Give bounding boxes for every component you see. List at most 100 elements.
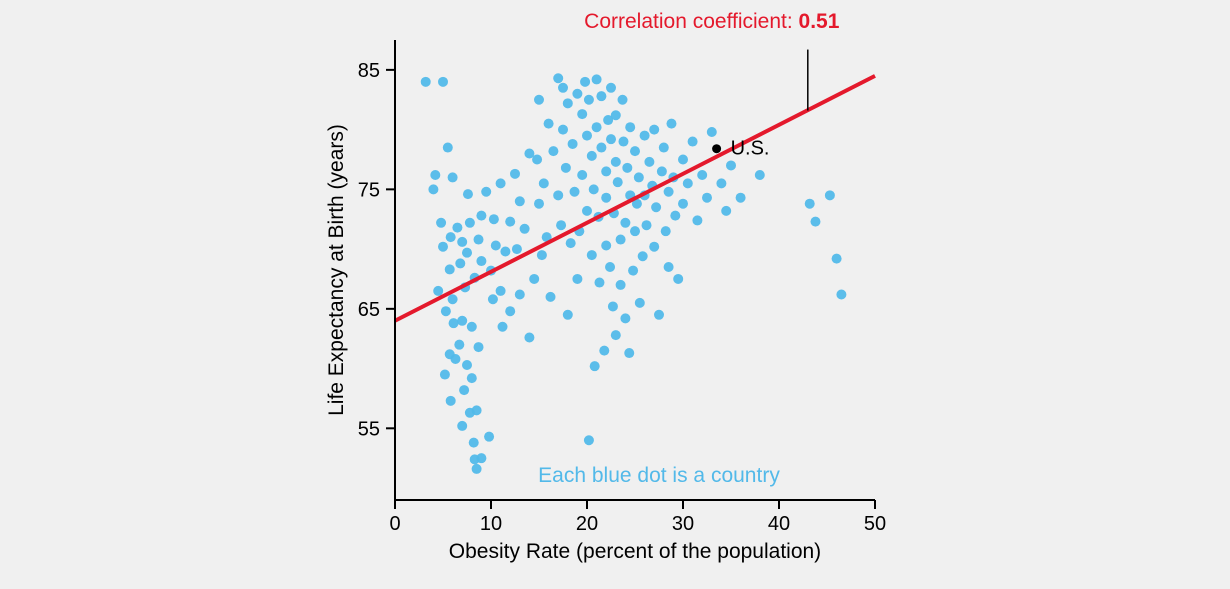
- data-point: [630, 226, 640, 236]
- data-point: [644, 157, 654, 167]
- data-point: [548, 146, 558, 156]
- data-point: [462, 360, 472, 370]
- data-point: [476, 256, 486, 266]
- data-point: [635, 298, 645, 308]
- data-point: [697, 170, 707, 180]
- data-point: [616, 280, 626, 290]
- data-point: [572, 274, 582, 284]
- data-point: [584, 95, 594, 105]
- data-point: [661, 226, 671, 236]
- data-point: [606, 134, 616, 144]
- data-point: [498, 322, 508, 332]
- x-tick-label: 50: [864, 513, 886, 535]
- data-point: [452, 223, 462, 233]
- chart-svg: U.S.0102030405055657585Obesity Rate (per…: [0, 0, 1230, 589]
- data-point: [688, 137, 698, 147]
- data-point: [620, 218, 630, 228]
- data-point: [505, 217, 515, 227]
- data-point: [467, 373, 477, 383]
- data-point: [664, 187, 674, 197]
- data-point: [474, 342, 484, 352]
- data-point: [481, 187, 491, 197]
- data-point: [572, 89, 582, 99]
- x-tick-label: 10: [480, 513, 502, 535]
- data-point: [622, 163, 632, 173]
- data-point: [613, 177, 623, 187]
- data-point: [505, 306, 515, 316]
- data-point: [596, 91, 606, 101]
- data-point: [566, 238, 576, 248]
- data-point: [546, 292, 556, 302]
- data-point: [428, 184, 438, 194]
- data-point: [805, 199, 815, 209]
- data-point: [659, 143, 669, 153]
- data-point: [568, 139, 578, 149]
- data-point: [587, 151, 597, 161]
- data-point: [678, 199, 688, 209]
- data-point: [651, 202, 661, 212]
- data-point: [561, 163, 571, 173]
- data-point: [472, 405, 482, 415]
- data-point: [618, 137, 628, 147]
- data-point: [590, 361, 600, 371]
- y-axis-title: Life Expectancy at Birth (years): [325, 124, 348, 416]
- data-point: [457, 237, 467, 247]
- data-point: [599, 346, 609, 356]
- data-point: [810, 217, 820, 227]
- data-point: [553, 73, 563, 83]
- data-point: [443, 143, 453, 153]
- x-axis-title: Obesity Rate (percent of the population): [449, 540, 821, 563]
- data-point: [563, 98, 573, 108]
- data-point: [608, 301, 618, 311]
- data-point: [457, 421, 467, 431]
- data-point: [716, 178, 726, 188]
- data-point: [577, 109, 587, 119]
- data-point: [489, 214, 499, 224]
- data-point: [726, 160, 736, 170]
- data-point: [515, 196, 525, 206]
- data-point: [436, 218, 446, 228]
- data-point: [488, 294, 498, 304]
- data-point: [606, 83, 616, 93]
- data-point: [512, 244, 522, 254]
- data-point: [445, 264, 455, 274]
- data-point: [582, 131, 592, 141]
- y-tick-label: 55: [358, 418, 380, 440]
- data-point: [544, 119, 554, 129]
- data-point: [601, 166, 611, 176]
- data-point: [683, 178, 693, 188]
- data-point: [524, 333, 534, 343]
- data-point: [832, 254, 842, 264]
- data-point: [611, 110, 621, 120]
- data-point: [465, 218, 475, 228]
- data-point: [463, 189, 473, 199]
- data-point: [577, 170, 587, 180]
- data-point: [484, 432, 494, 442]
- data-point: [529, 274, 539, 284]
- data-point: [702, 193, 712, 203]
- data-point: [558, 125, 568, 135]
- data-point: [455, 258, 465, 268]
- data-point: [654, 310, 664, 320]
- data-point: [657, 166, 667, 176]
- data-point: [692, 215, 702, 225]
- highlight-label-us: U.S.: [731, 138, 770, 160]
- data-point: [582, 206, 592, 216]
- data-point: [510, 169, 520, 179]
- data-point: [570, 187, 580, 197]
- data-point: [491, 241, 501, 251]
- data-point: [556, 220, 566, 230]
- data-point: [605, 262, 615, 272]
- legend-note: Each blue dot is a country: [538, 464, 780, 487]
- data-point: [630, 146, 640, 156]
- data-point: [474, 235, 484, 245]
- data-point: [454, 340, 464, 350]
- data-point: [433, 286, 443, 296]
- data-point: [496, 178, 506, 188]
- data-point: [601, 241, 611, 251]
- data-point: [649, 125, 659, 135]
- data-point: [537, 250, 547, 260]
- data-point: [625, 122, 635, 132]
- x-tick-label: 30: [672, 513, 694, 535]
- data-point: [601, 193, 611, 203]
